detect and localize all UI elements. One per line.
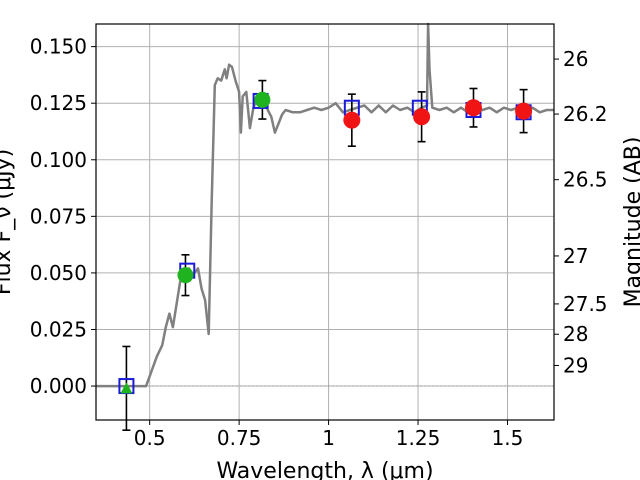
grid [96, 24, 554, 420]
right-tick-label: 29 [563, 353, 588, 377]
y-tick-label: 0.050 [30, 261, 87, 285]
y-ticks-right: 26 26.2 26.5 27 27.5 28 29 [554, 47, 608, 377]
green-circle-marker [254, 91, 271, 108]
y-axis-label-left: Flux F_ν (μJy) [0, 149, 16, 295]
y-tick-label: 0.125 [30, 91, 87, 115]
x-tick-label: 0.75 [217, 426, 262, 450]
right-tick-label: 26.5 [563, 168, 608, 192]
red-circle-marker [343, 111, 361, 129]
right-tick-label: 27.5 [563, 292, 608, 316]
green-triangle-marker [120, 382, 133, 394]
right-tick-label: 26.2 [563, 102, 608, 126]
y-axis-label-right: Magnitude (AB) [621, 137, 640, 308]
right-tick-label: 28 [563, 322, 588, 346]
model-spectrum-line [96, 22, 554, 388]
y-tick-label: 0.025 [30, 317, 87, 341]
right-tick-label: 27 [563, 244, 588, 268]
red-circle-marker [515, 102, 533, 120]
green-circle-marker [177, 267, 194, 284]
y-tick-label: 0.075 [30, 204, 87, 228]
y-tick-label: 0.100 [30, 148, 87, 172]
x-tick-label: 1.25 [396, 426, 441, 450]
error-bars [122, 79, 528, 431]
red-circle-marker [413, 108, 431, 126]
x-axis-label: Wavelength, λ (μm) [216, 459, 433, 480]
x-tick-label: 1 [322, 426, 335, 450]
x-ticks: 0.5 0.75 1 1.25 1.5 [134, 420, 524, 450]
square-markers [118, 92, 532, 395]
measurement-markers [120, 91, 533, 394]
y-ticks-left: 0.000 0.025 0.050 0.075 0.100 0.125 0.150 [30, 35, 96, 398]
right-tick-label: 26 [563, 47, 588, 71]
y-tick-label: 0.150 [30, 35, 87, 59]
plot-frame [95, 23, 555, 421]
x-tick-label: 1.5 [492, 426, 524, 450]
red-circle-marker [464, 99, 482, 117]
y-tick-label: 0.000 [30, 374, 87, 398]
x-tick-label: 0.5 [134, 426, 166, 450]
